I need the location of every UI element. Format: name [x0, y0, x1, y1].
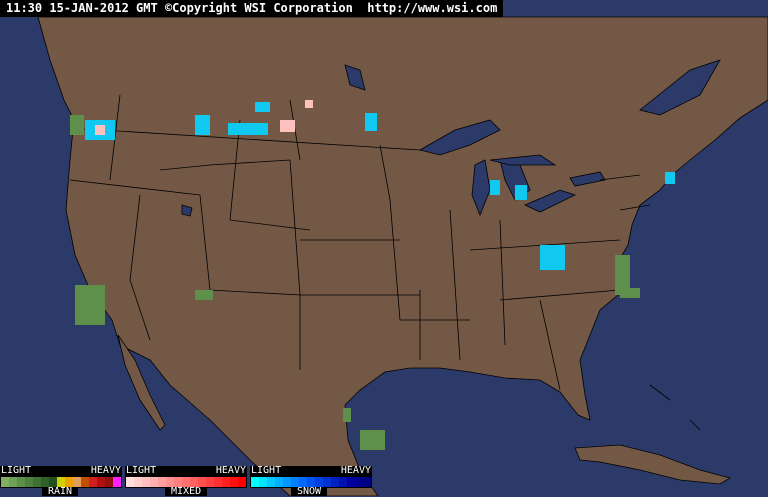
legend-swatch	[190, 477, 198, 487]
legend-swatch	[49, 477, 57, 487]
legend-swatch	[126, 477, 134, 487]
legend-swatch	[1, 477, 9, 487]
legend-swatch	[315, 477, 323, 487]
legend-swatch	[25, 477, 33, 487]
legend-swatch	[323, 477, 331, 487]
legend-swatch	[307, 477, 315, 487]
legend-swatch	[230, 477, 238, 487]
legend-heavy-label: HEAVY	[340, 465, 371, 476]
legend-swatch	[166, 477, 174, 487]
legend-swatch	[158, 477, 166, 487]
legend-swatch	[267, 477, 275, 487]
legend-swatch	[222, 477, 230, 487]
legend-swatch	[150, 477, 158, 487]
legend-name: MIXED	[165, 487, 208, 497]
legend-swatch	[113, 477, 121, 487]
source-url[interactable]: http://www.wsi.com	[367, 1, 498, 15]
legend-swatch	[174, 477, 182, 487]
legend-swatch	[275, 477, 283, 487]
legend-swatch	[347, 477, 355, 487]
legend-swatch	[134, 477, 142, 487]
legend-swatch	[299, 477, 307, 487]
precipitation-mixed	[95, 100, 313, 135]
legend-swatch	[142, 477, 150, 487]
legend-name: SNOW	[291, 487, 328, 497]
legend-light-label: LIGHT	[251, 465, 282, 476]
legend-swatch	[41, 477, 49, 487]
precipitation-rain	[70, 115, 640, 450]
legend-name: RAIN	[42, 487, 79, 497]
timestamp: 11:30 15-JAN-2012 GMT	[6, 1, 158, 15]
great-lakes	[181, 59, 721, 217]
legend-swatch	[238, 477, 246, 487]
legend-label-row: LIGHT HEAVY	[0, 466, 122, 476]
legend-swatch	[182, 477, 190, 487]
legend-label-row: LIGHT HEAVY	[250, 466, 372, 476]
legend-light-label: LIGHT	[126, 465, 157, 476]
legend-rain: LIGHT HEAVY RAIN	[0, 466, 122, 497]
legend-swatch	[339, 477, 347, 487]
legend-swatch	[251, 477, 259, 487]
legend-swatch	[57, 477, 65, 487]
legend-snow: LIGHT HEAVY SNOW	[250, 466, 372, 497]
legend-swatch	[283, 477, 291, 487]
legend-swatch	[291, 477, 299, 487]
legend-swatch	[331, 477, 339, 487]
legend-swatch	[97, 477, 105, 487]
land-baja	[117, 334, 166, 431]
legend-swatch	[81, 477, 89, 487]
legend-mixed: LIGHT HEAVY MIXED	[125, 466, 247, 497]
legend-swatch	[17, 477, 25, 487]
legend-swatch	[214, 477, 222, 487]
legend-swatch	[9, 477, 17, 487]
legend-swatch	[355, 477, 363, 487]
legend-swatch	[105, 477, 113, 487]
legend-swatch	[259, 477, 267, 487]
legend-swatch	[65, 477, 73, 487]
legend-heavy-label: HEAVY	[90, 465, 121, 476]
legend-label-row: LIGHT HEAVY	[125, 466, 247, 476]
legend-light-label: LIGHT	[1, 465, 32, 476]
legend-swatch	[89, 477, 97, 487]
legend-swatch	[33, 477, 41, 487]
legend-swatch	[73, 477, 81, 487]
legend-swatch	[198, 477, 206, 487]
precipitation-snow	[85, 102, 675, 270]
legend-swatch	[206, 477, 214, 487]
land-cuba	[574, 444, 732, 485]
land-florida-keys	[649, 384, 701, 431]
header-bar: 11:30 15-JAN-2012 GMT ©Copyright WSI Cor…	[0, 0, 503, 17]
legend-swatch	[363, 477, 371, 487]
legend-heavy-label: HEAVY	[215, 465, 246, 476]
copyright: ©Copyright WSI Corporation	[164, 1, 353, 15]
